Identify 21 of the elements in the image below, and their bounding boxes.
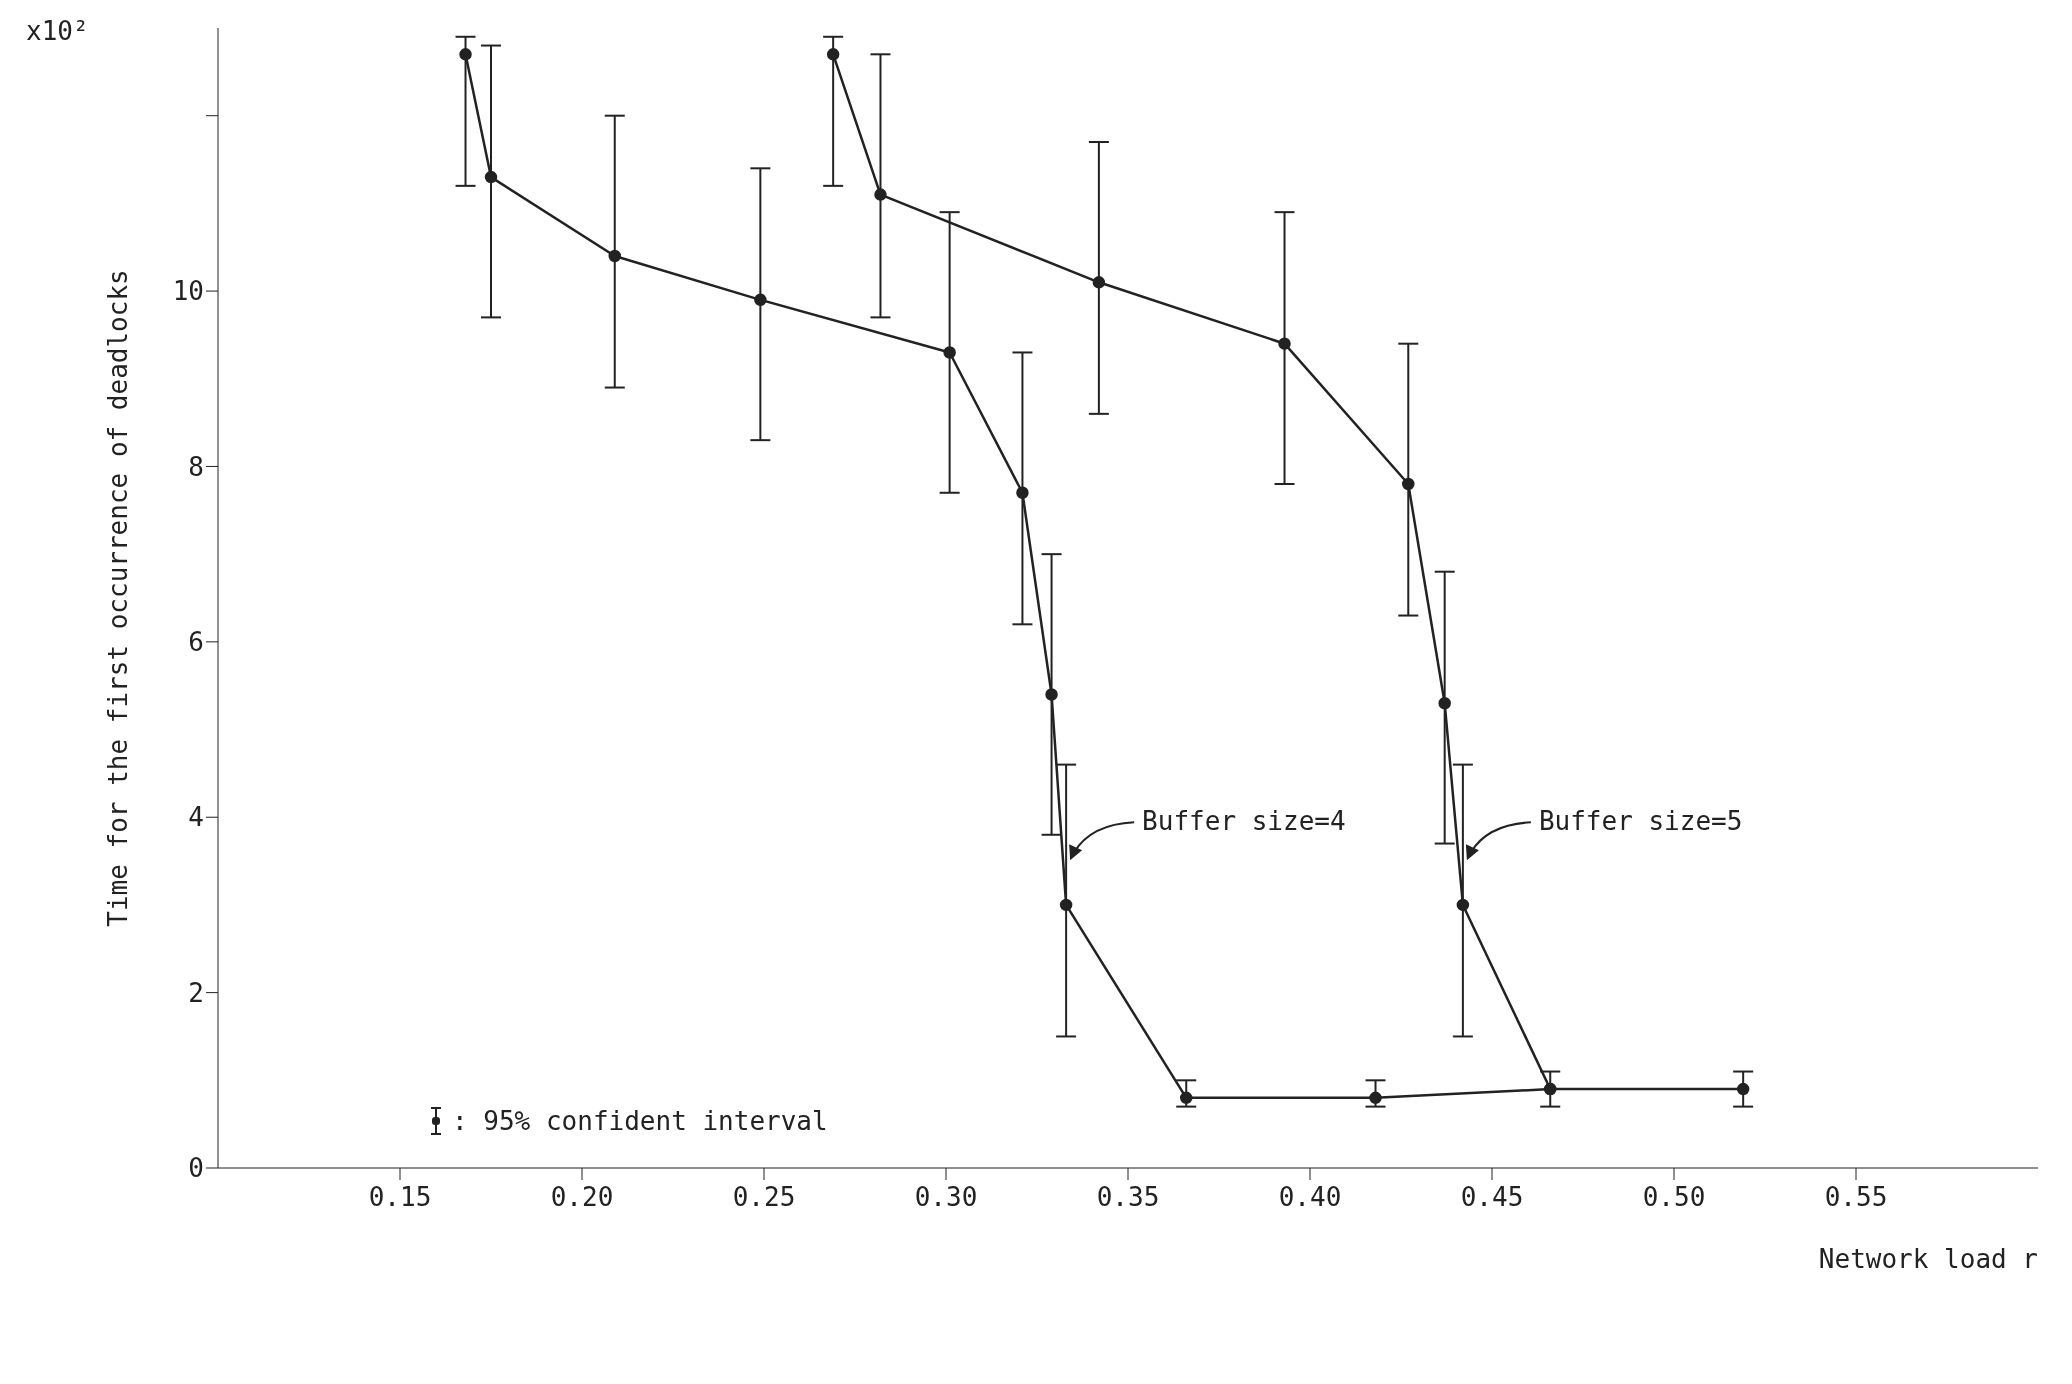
x-tick-label: 0.30 bbox=[914, 1182, 978, 1213]
x-tick-label: 0.20 bbox=[550, 1182, 614, 1213]
x-tick-label: 0.35 bbox=[1096, 1182, 1160, 1213]
x-axis-title: Network load r bbox=[1818, 1244, 2038, 1274]
y-tick-label: 0 bbox=[188, 1153, 204, 1184]
legend-label: Buffer size=5 bbox=[1538, 806, 1743, 837]
x-tick-label: 0.40 bbox=[1278, 1182, 1342, 1213]
y-tick-label: 6 bbox=[188, 627, 204, 658]
y-axis-title: Time for the first occurrence of deadlocks bbox=[103, 269, 134, 927]
x-tick-label: 0.15 bbox=[368, 1182, 432, 1213]
y-tick-label: 2 bbox=[188, 977, 204, 1008]
y-tick-label: 8 bbox=[188, 451, 204, 482]
annotation: : 95% confident interval bbox=[452, 1106, 828, 1136]
legend-label: Buffer size=4 bbox=[1142, 806, 1346, 837]
x-tick-label: 0.55 bbox=[1824, 1182, 1888, 1213]
x-tick-label: 0.45 bbox=[1460, 1182, 1524, 1213]
y-tick-label: 10 bbox=[172, 276, 204, 307]
x-tick-label: 0.50 bbox=[1642, 1182, 1706, 1213]
y-tick-label: 4 bbox=[188, 802, 204, 833]
x-tick-label: 0.25 bbox=[732, 1182, 796, 1213]
text: x10² bbox=[26, 16, 89, 46]
